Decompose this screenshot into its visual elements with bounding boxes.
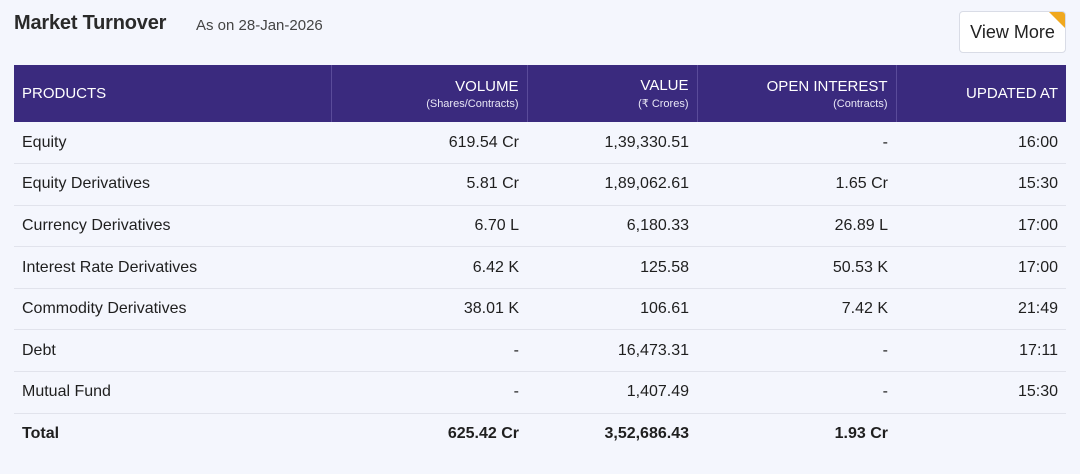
total-volume: 625.42 Cr — [447, 425, 519, 443]
column-subheader-volume: (Shares/Contracts) — [426, 97, 519, 110]
column-header-products: PRODUCTS — [14, 65, 332, 122]
view-more-button[interactable]: View More — [959, 11, 1066, 53]
cell-value: 106.61 — [527, 288, 697, 331]
cell-updated-at: 15:30 — [896, 163, 1066, 206]
cell-volume: 619.54 Cr — [331, 122, 527, 165]
total-updated-at — [896, 413, 1066, 455]
cell-value: 125.58 — [527, 246, 697, 289]
table-row: Equity 619.54 Cr 1,39,330.51 - 16:00 — [14, 122, 1066, 165]
corner-accent-icon — [1049, 12, 1065, 28]
cell-volume: - — [331, 329, 527, 373]
cell-volume: 38.01 K — [331, 288, 527, 331]
cell-value: 1,407.49 — [527, 371, 697, 414]
cell-open-interest: - — [697, 122, 896, 165]
table-row: Equity Derivatives 5.81 Cr 1,89,062.61 1… — [14, 163, 1066, 206]
cell-updated-at: 17:00 — [896, 246, 1066, 289]
cell-open-interest: 1.65 Cr — [697, 163, 896, 206]
total-value: 3,52,686.43 — [604, 425, 689, 443]
view-more-label: View More — [970, 21, 1055, 42]
cell-updated-at: 21:49 — [896, 288, 1066, 331]
column-header-open-interest: OPEN INTEREST (Contracts) — [697, 65, 897, 122]
cell-open-interest: - — [697, 329, 896, 373]
cell-updated-at: 17:11 — [896, 329, 1066, 373]
cell-open-interest: - — [697, 371, 896, 414]
cell-product: Mutual Fund — [14, 371, 331, 414]
cell-volume: 5.81 Cr — [331, 163, 527, 206]
column-header-updated-at: UPDATED AT — [966, 85, 1058, 102]
cell-updated-at: 16:00 — [896, 122, 1066, 165]
cell-product: Commodity Derivatives — [14, 288, 331, 331]
cell-volume: 6.42 K — [331, 246, 527, 289]
column-subheader-value: (₹ Crores) — [638, 98, 689, 110]
table-row: Commodity Derivatives 38.01 K 106.61 7.4… — [14, 288, 1066, 331]
cell-product: Debt — [14, 329, 331, 373]
table-header-row: PRODUCTS VOLUME (Shares/Contracts) VALUE… — [14, 65, 1066, 122]
cell-value: 1,39,330.51 — [527, 122, 697, 165]
column-header-value: VALUE (₹ Crores) — [527, 65, 698, 122]
cell-product: Equity — [14, 122, 331, 165]
cell-product: Interest Rate Derivatives — [14, 246, 331, 289]
cell-volume: 6.70 L — [331, 205, 527, 248]
as-on-date: As on 28-Jan-2026 — [196, 17, 323, 34]
cell-product: Currency Derivatives — [14, 205, 331, 248]
cell-updated-at: 15:30 — [896, 371, 1066, 414]
cell-open-interest: 7.42 K — [697, 288, 896, 331]
table-row: Debt - 16,473.31 - 17:11 — [14, 329, 1066, 373]
table-row: Mutual Fund - 1,407.49 - 15:30 — [14, 371, 1066, 414]
cell-open-interest: 50.53 K — [697, 246, 896, 289]
table-row: Interest Rate Derivatives 6.42 K 125.58 … — [14, 246, 1066, 289]
column-subheader-open-interest: (Contracts) — [833, 97, 888, 110]
total-row: Total 625.42 Cr 3,52,686.43 1.93 Cr — [14, 413, 1066, 455]
total-label: Total — [22, 425, 60, 443]
cell-updated-at: 17:00 — [896, 205, 1066, 248]
total-open-interest: 1.93 Cr — [834, 425, 888, 443]
cell-product: Equity Derivatives — [14, 163, 331, 206]
cell-value: 16,473.31 — [527, 329, 697, 373]
page-title: Market Turnover — [14, 12, 167, 34]
cell-volume: - — [331, 371, 527, 414]
cell-open-interest: 26.89 L — [697, 205, 896, 248]
cell-value: 1,89,062.61 — [527, 163, 697, 206]
turnover-table: PRODUCTS VOLUME (Shares/Contracts) VALUE… — [14, 65, 1066, 455]
cell-value: 6,180.33 — [527, 205, 697, 248]
column-header-volume: VOLUME (Shares/Contracts) — [331, 65, 528, 122]
table-row: Currency Derivatives 6.70 L 6,180.33 26.… — [14, 205, 1066, 248]
